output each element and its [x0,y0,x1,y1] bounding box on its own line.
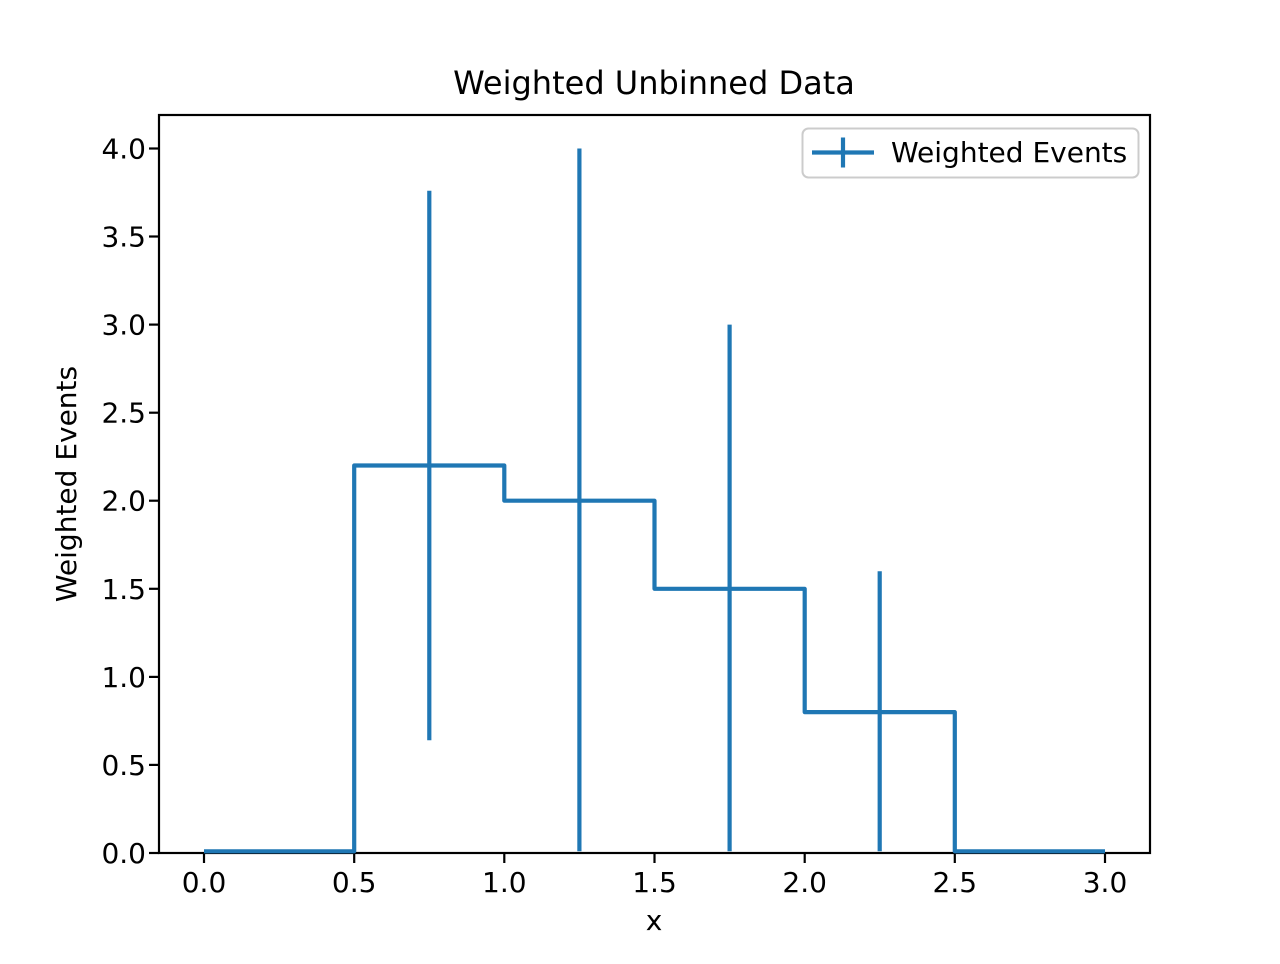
x-tick-label: 2.5 [933,866,978,899]
x-tick-label: 0.5 [332,866,377,899]
y-tick-label: 3.5 [101,221,146,254]
y-tick-label: 2.0 [101,485,146,518]
x-tick-label: 2.0 [782,866,827,899]
y-axis-ticks: 0.0 0.5 1.0 1.5 2.0 2.5 3.0 3.5 4.0 [101,133,159,870]
x-tick-label: 1.5 [632,866,677,899]
y-tick-label: 1.5 [101,573,146,606]
x-axis-label: x [646,904,663,937]
chart-title: Weighted Unbinned Data [453,64,855,102]
y-axis-label: Weighted Events [50,366,83,602]
y-tick-label: 0.5 [101,749,146,782]
x-axis-ticks: 0.0 0.5 1.0 1.5 2.0 2.5 3.0 [182,853,1128,899]
plot-frame [157,113,1152,855]
error-bars [427,148,882,852]
y-tick-label: 4.0 [101,133,146,166]
data-series [204,148,1105,854]
legend: Weighted Events [801,127,1140,179]
x-tick-label: 1.0 [482,866,527,899]
step-line [204,463,1105,854]
y-tick-label: 1.0 [101,661,146,694]
y-tick-label: 3.0 [101,309,146,342]
x-tick-label: 0.0 [182,866,227,899]
y-tick-label: 2.5 [101,397,146,430]
x-tick-label: 3.0 [1083,866,1128,899]
legend-box [801,127,1140,179]
legend-errorbar-icon [812,137,874,168]
y-tick-label: 0.0 [101,837,146,870]
legend-entry-label: Weighted Events [891,136,1127,169]
